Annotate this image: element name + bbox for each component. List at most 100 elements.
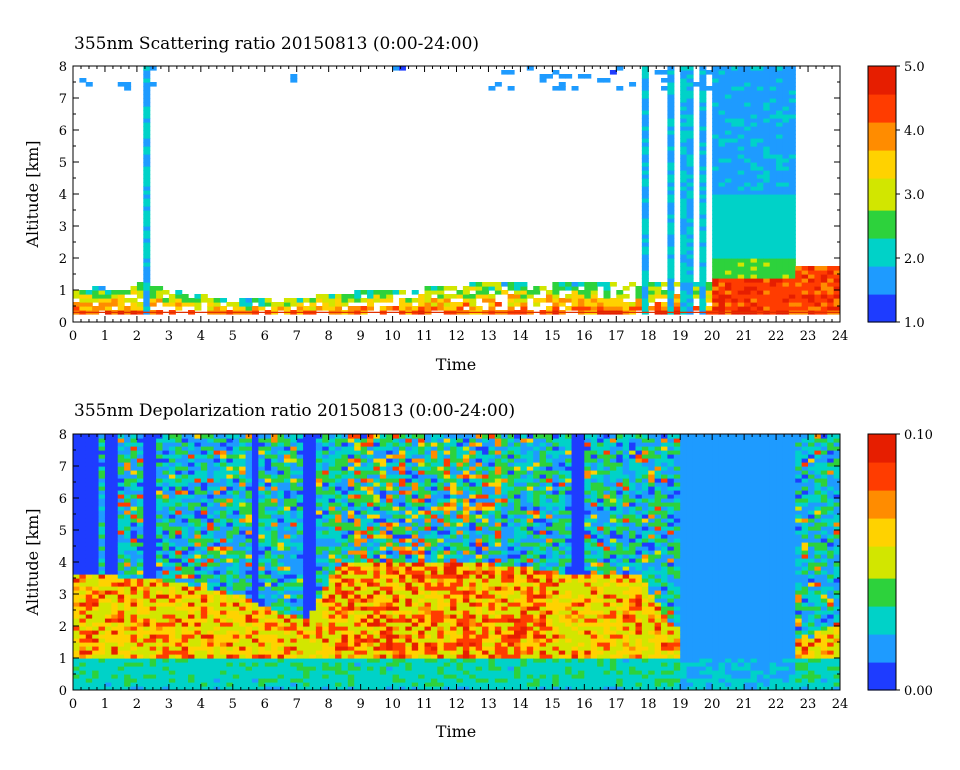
heatmap-cell [283,498,291,503]
heatmap-cell [641,150,649,155]
colorbar-swatch [868,130,896,135]
heatmap-cell [373,294,381,299]
heatmap-cell [168,650,176,655]
heatmap-cell [712,290,720,295]
heatmap-cell [258,634,266,639]
heatmap-cell [776,174,784,179]
heatmap-cell [309,442,317,447]
heatmap-cell [718,154,726,159]
heatmap-cell [143,482,151,487]
heatmap-cell [188,522,196,527]
heatmap-cell [322,670,330,675]
heatmap-cell [162,622,170,627]
heatmap-cell [354,534,362,539]
heatmap-cell [251,598,259,603]
heatmap-cell [424,302,432,307]
heatmap-cell [731,154,739,159]
heatmap-cell [130,438,138,443]
heatmap-cell [686,218,694,223]
heatmap-cell [264,490,272,495]
heatmap-cell [124,298,132,303]
heatmap-cell [104,458,112,463]
heatmap-cell [239,538,247,543]
heatmap-cell [143,522,151,527]
heatmap-cell [341,658,349,663]
heatmap-cell [181,442,189,447]
heatmap-cell [699,270,707,275]
heatmap-cell [232,602,240,607]
heatmap-cell [673,298,681,303]
heatmap-cell [117,642,125,647]
heatmap-cell [686,138,694,143]
heatmap-cell [756,214,764,219]
heatmap-cell [162,506,170,511]
heatmap-cell [622,294,630,299]
heatmap-cell [79,654,87,659]
heatmap-cell [731,254,739,259]
heatmap-cell [335,466,343,471]
heatmap-cell [731,90,739,95]
heatmap-cell [194,466,202,471]
heatmap-cell [149,590,157,595]
heatmap-cell [718,90,726,95]
heatmap-cell [143,294,151,299]
heatmap-cell [168,458,176,463]
heatmap-cell [756,106,764,111]
heatmap-cell [85,442,93,447]
heatmap-cell [207,474,215,479]
heatmap-cell [245,510,253,515]
heatmap-cell [143,246,151,251]
heatmap-cell [328,458,336,463]
heatmap-cell [712,186,720,191]
heatmap-cell [763,170,771,175]
heatmap-cell [712,230,720,235]
heatmap-cell [769,166,777,171]
heatmap-cell [763,118,771,123]
heatmap-cell [309,438,317,443]
heatmap-cell [85,634,93,639]
heatmap-cell [226,482,234,487]
heatmap-cell [92,602,100,607]
heatmap-cell [143,458,151,463]
heatmap-cell [552,298,560,303]
heatmap-cell [188,514,196,519]
heatmap-cell [73,302,80,307]
heatmap-cell [354,554,362,559]
heatmap-cell [737,238,745,243]
heatmap-cell [232,302,240,307]
heatmap-cell [130,642,138,647]
heatmap-cell [680,254,688,259]
heatmap-cell [712,282,720,287]
heatmap-cell [303,438,311,443]
heatmap-cell [315,530,323,535]
heatmap-cell [168,498,176,503]
heatmap-cell [162,474,170,479]
heatmap-cell [430,298,438,303]
heatmap-cell [283,510,291,515]
heatmap-cell [763,286,771,291]
heatmap-cell [386,306,394,311]
heatmap-cell [724,74,732,79]
heatmap-cell [194,570,202,575]
heatmap-cell [277,458,285,463]
heatmap-cell [309,306,317,311]
heatmap-cell [143,474,151,479]
heatmap-cell [667,178,675,183]
heatmap-cell [654,70,662,75]
heatmap-cell [194,294,202,299]
heatmap-cell [283,546,291,551]
heatmap-cell [724,298,732,303]
heatmap-cell [744,222,752,227]
heatmap-cell [488,294,496,299]
heatmap-cell [322,478,330,483]
heatmap-cell [718,70,726,75]
heatmap-cell [718,246,726,251]
heatmap-cell [565,74,573,79]
heatmap-cell [207,630,215,635]
heatmap-cell [239,674,247,679]
heatmap-cell [143,550,151,555]
heatmap-cell [539,286,547,291]
heatmap-cell [603,302,611,307]
heatmap-cell [220,590,227,595]
heatmap-cell [590,282,598,287]
